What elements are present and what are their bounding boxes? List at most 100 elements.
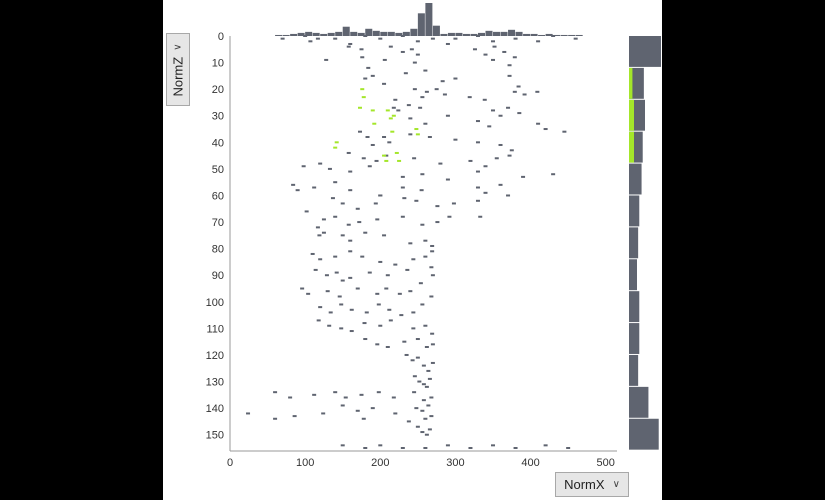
scatter-point [438, 162, 443, 165]
y-tick-label: 150 [206, 430, 224, 442]
scatter-point [348, 189, 353, 192]
scatter-point [378, 37, 383, 40]
y-histogram-bar [629, 259, 637, 291]
scatter-point [566, 447, 571, 449]
scatter-point [246, 412, 251, 415]
scatter-point [333, 215, 338, 218]
x-tick-label: 200 [371, 457, 389, 469]
scatter-point [365, 136, 370, 139]
x-histogram-bar [320, 33, 328, 36]
scatter-point [414, 199, 419, 202]
x-axis-selector-label: NormX [564, 477, 605, 492]
scatter-point [475, 35, 480, 37]
y-histogram-highlight [629, 99, 634, 131]
scatter-point [393, 412, 398, 415]
scatter-point [419, 189, 424, 192]
scatter-point [367, 271, 372, 274]
scatter-point [340, 234, 345, 237]
scatter-point [424, 345, 429, 348]
scatter-point [423, 447, 428, 449]
scatter-point [359, 393, 364, 396]
scatter-point [348, 239, 353, 242]
scatter-point [507, 74, 512, 77]
y-axis-selector[interactable]: NormZ ∨ [166, 33, 190, 106]
scatter-point [506, 106, 511, 109]
y-tick-label: 30 [212, 111, 224, 123]
scatter-point [313, 268, 318, 271]
y-tick-label: 70 [212, 217, 224, 229]
scatter-point [373, 202, 378, 205]
scatter-point [435, 205, 440, 208]
scatter-point [491, 109, 496, 112]
scatter-point [362, 322, 367, 325]
scatter-point [385, 345, 390, 348]
scatter-point [415, 356, 420, 359]
scatter-point [321, 231, 326, 234]
scatter-point [316, 319, 321, 322]
x-histogram-bar [545, 33, 553, 36]
scatter-point [445, 42, 450, 45]
scatter-point [522, 93, 527, 96]
scatter-point [288, 396, 293, 399]
scatter-plot[interactable]: 0 10 20 30 40 50 60 70 80 90 100 110 120 130 140 150 0 10… [163, 0, 662, 500]
x-histogram-bar [297, 32, 305, 36]
scatter-point [415, 53, 420, 56]
scatter-point [513, 37, 518, 40]
x-histogram-bar [305, 31, 313, 36]
y-histogram-bar [629, 323, 640, 354]
highlighted-point [384, 159, 389, 162]
x-histogram-bar [380, 31, 388, 36]
y-tick-label: 20 [212, 84, 224, 96]
scatter-point [378, 324, 383, 327]
scatter-point [408, 290, 413, 293]
scatter-point [399, 314, 404, 317]
scatter-point [378, 444, 383, 447]
scatter-point [328, 311, 333, 314]
scatter-point [355, 409, 360, 412]
x-histogram-bar [440, 33, 448, 36]
y-tick-label: 80 [212, 244, 224, 256]
y-histogram-bar [629, 163, 642, 195]
scatter-point [408, 133, 413, 136]
scatter-point [507, 154, 512, 157]
x-histogram-bar [342, 26, 350, 36]
scatter-point [430, 361, 435, 364]
scatter-point [334, 271, 339, 274]
scatter-point [543, 128, 548, 131]
y-histogram-bar [629, 291, 640, 323]
scatter-point [475, 199, 480, 202]
scatter-point [412, 375, 417, 378]
x-histogram-bar [335, 31, 343, 36]
scatter-point [306, 292, 311, 295]
y-tick-label: 130 [206, 377, 224, 389]
scatter-point [315, 226, 320, 229]
scatter-point [418, 106, 423, 109]
scatter-point [424, 385, 429, 388]
highlighted-point [388, 117, 393, 120]
scatter-point [467, 96, 472, 99]
scatter-point [536, 122, 541, 125]
scatter-point [363, 338, 368, 341]
chevron-down-icon: ∨ [172, 42, 184, 51]
scatter-point [318, 258, 323, 261]
scatter-point [374, 159, 379, 162]
scatter-point [521, 175, 526, 178]
x-histogram-bar [447, 32, 455, 36]
scatter-point [440, 80, 445, 83]
scatter-point [551, 173, 556, 176]
x-tick-label: 400 [521, 457, 539, 469]
scatter-point [451, 202, 456, 205]
scatter-point [363, 77, 368, 80]
scatter-point [423, 417, 428, 420]
scatter-point [420, 409, 425, 412]
scatter-point [366, 66, 371, 69]
x-histogram-bar [470, 33, 478, 36]
scatter-point [348, 42, 353, 45]
scatter-point [318, 306, 323, 309]
scatter-point [325, 290, 330, 293]
y-histogram-bar [629, 227, 639, 259]
scatter-point [376, 303, 381, 306]
x-axis-selector[interactable]: NormX ∨ [555, 472, 629, 497]
scatter-point [348, 170, 353, 173]
scatter-point [292, 415, 297, 418]
